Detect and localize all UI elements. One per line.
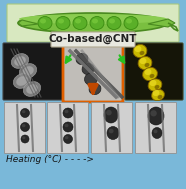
FancyBboxPatch shape — [63, 43, 123, 102]
Ellipse shape — [63, 108, 73, 118]
Ellipse shape — [40, 19, 46, 23]
Ellipse shape — [148, 107, 164, 125]
Ellipse shape — [145, 69, 151, 75]
Ellipse shape — [22, 66, 34, 76]
Ellipse shape — [126, 19, 132, 23]
Ellipse shape — [106, 110, 112, 115]
Ellipse shape — [155, 85, 159, 89]
Ellipse shape — [63, 135, 73, 143]
Ellipse shape — [22, 136, 25, 139]
Ellipse shape — [21, 135, 29, 143]
Ellipse shape — [58, 19, 64, 23]
Ellipse shape — [18, 13, 168, 33]
Ellipse shape — [13, 74, 31, 88]
Ellipse shape — [26, 84, 38, 94]
Ellipse shape — [109, 129, 114, 133]
Ellipse shape — [150, 110, 157, 116]
Ellipse shape — [19, 14, 167, 24]
Ellipse shape — [134, 46, 141, 52]
Ellipse shape — [85, 73, 97, 85]
Ellipse shape — [73, 16, 87, 29]
Polygon shape — [18, 20, 38, 26]
FancyBboxPatch shape — [3, 43, 63, 100]
Ellipse shape — [107, 126, 119, 139]
Ellipse shape — [140, 58, 146, 64]
Ellipse shape — [65, 124, 68, 127]
Ellipse shape — [124, 16, 138, 29]
Ellipse shape — [138, 57, 152, 70]
Text: Heating (°C) - - - ->: Heating (°C) - - - -> — [6, 154, 94, 163]
Ellipse shape — [153, 90, 159, 96]
Ellipse shape — [16, 76, 28, 86]
Ellipse shape — [65, 136, 68, 139]
Ellipse shape — [143, 67, 157, 81]
Text: Co-based@CNT: Co-based@CNT — [49, 34, 137, 44]
Ellipse shape — [63, 122, 73, 132]
Ellipse shape — [65, 110, 68, 113]
FancyBboxPatch shape — [47, 102, 89, 153]
Ellipse shape — [19, 64, 37, 78]
Ellipse shape — [152, 128, 162, 139]
Ellipse shape — [11, 54, 29, 68]
Ellipse shape — [76, 53, 88, 65]
Ellipse shape — [107, 16, 121, 29]
FancyBboxPatch shape — [4, 102, 46, 153]
Ellipse shape — [82, 64, 94, 75]
Ellipse shape — [145, 63, 149, 67]
Polygon shape — [148, 19, 175, 27]
Ellipse shape — [153, 129, 158, 133]
Ellipse shape — [109, 19, 115, 23]
Ellipse shape — [140, 51, 145, 55]
Ellipse shape — [90, 16, 104, 29]
Ellipse shape — [22, 110, 25, 113]
Ellipse shape — [20, 108, 30, 118]
Ellipse shape — [133, 44, 147, 58]
Ellipse shape — [22, 124, 25, 127]
Ellipse shape — [150, 74, 154, 78]
Ellipse shape — [158, 95, 162, 99]
Ellipse shape — [148, 79, 162, 91]
Ellipse shape — [92, 19, 98, 23]
FancyBboxPatch shape — [92, 102, 132, 153]
Ellipse shape — [104, 107, 118, 123]
Ellipse shape — [89, 83, 101, 94]
Ellipse shape — [75, 19, 81, 23]
FancyBboxPatch shape — [135, 102, 177, 153]
Ellipse shape — [38, 16, 52, 29]
FancyBboxPatch shape — [7, 4, 179, 42]
FancyBboxPatch shape — [51, 32, 135, 47]
Ellipse shape — [150, 80, 156, 86]
Ellipse shape — [23, 82, 41, 96]
Ellipse shape — [14, 56, 26, 66]
Ellipse shape — [152, 89, 164, 101]
FancyBboxPatch shape — [125, 43, 183, 100]
Ellipse shape — [56, 16, 70, 29]
Ellipse shape — [20, 122, 30, 132]
